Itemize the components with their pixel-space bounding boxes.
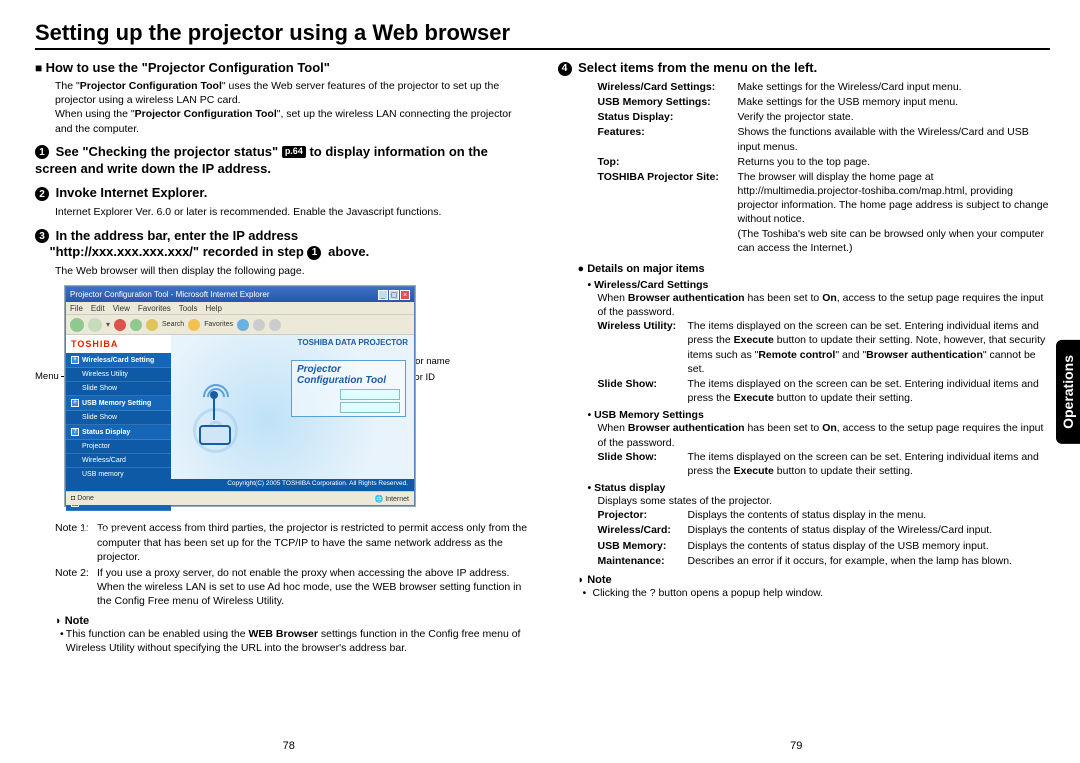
wcs-text: When Browser authentication has been set…: [598, 291, 1051, 319]
fig-sidebar-item: Slide Show: [66, 511, 171, 525]
menu-item: Tools: [179, 304, 198, 313]
fig-sidebar-item: Wireless Utility: [66, 525, 171, 539]
proj-info-box: Projector Configuration Tool: [291, 360, 406, 417]
step-3-text: The Web browser will then display the fo…: [55, 264, 528, 278]
fig-sidebar-item: Slide Show: [66, 411, 171, 425]
page-title: Setting up the projector using a Web bro…: [35, 20, 1050, 50]
fig-sidebar-item: Wireless/Card: [66, 454, 171, 468]
definition-row: USB Memory Settings:Make settings for th…: [598, 95, 1051, 109]
fig-sidebar-item: Slide Show: [66, 382, 171, 396]
howto-heading: How to use the "Projector Configuration …: [35, 60, 528, 75]
sd-heading: Status display: [588, 482, 1051, 494]
howto-text: The "Projector Configuration Tool" uses …: [55, 79, 528, 136]
page-num-left: 78: [35, 740, 543, 752]
step-2-badge: 2: [35, 187, 49, 201]
page-footer: 78 79: [35, 740, 1050, 752]
menu-item: Favorites: [138, 304, 171, 313]
definition-row: Wireless Utility:The items displayed on …: [598, 319, 1051, 376]
left-column: How to use the "Projector Configuration …: [35, 60, 528, 740]
details-heading: Details on major items: [578, 263, 1051, 275]
step-2-text: Internet Explorer Ver. 6.0 or later is r…: [55, 205, 528, 219]
menu-item: Edit: [91, 304, 105, 313]
browser-titlebar: Projector Configuration Tool - Microsoft…: [66, 287, 414, 302]
browser-statusbar: ◘ Done 🌐 Internet: [66, 491, 414, 505]
note-bullet: • This function can be enabled using the…: [60, 627, 528, 655]
note-heading-right: Note: [578, 574, 1051, 586]
usb-text: When Browser authentication has been set…: [598, 421, 1051, 449]
note-bullet-right: • Clicking the ? button opens a popup he…: [583, 586, 1051, 600]
note-heading: Note: [55, 615, 528, 627]
window-buttons: _▢×: [377, 290, 410, 300]
usb-heading: USB Memory Settings: [588, 409, 1051, 421]
note-2: Note 2: If you use a proxy server, do no…: [55, 566, 528, 609]
fig-sidebar-item: Projector: [66, 440, 171, 454]
fig-sidebar: TOSHIBA +Wireless/Card SettingWireless U…: [66, 335, 171, 490]
fig-main: TOSHIBA DATA PROJECTOR Projector Configu…: [171, 335, 414, 490]
fig-sidebar-item: Wireless Utility: [66, 368, 171, 382]
definition-row: Wireless/Card Settings:Make settings for…: [598, 80, 1051, 94]
wcs-heading: Wireless/Card Settings: [588, 279, 1051, 291]
definition-row: Status Display:Verify the projector stat…: [598, 110, 1051, 124]
definition-row: Slide Show:The items displayed on the sc…: [598, 450, 1051, 478]
toshiba-logo: TOSHIBA: [66, 335, 171, 353]
step-4-heading: 4 Select items from the menu on the left…: [558, 60, 1051, 77]
fig-sidebar-item: ?Status Display: [66, 425, 171, 440]
right-column: 4 Select items from the menu on the left…: [558, 60, 1051, 740]
menu-item: View: [113, 304, 130, 313]
step-1-badge: 1: [35, 145, 49, 159]
definition-row: Features:Shows the functions available w…: [598, 125, 1051, 153]
menu-item: File: [70, 304, 83, 313]
definition-row: Maintenance:Describes an error if it occ…: [598, 554, 1051, 568]
browser-window: Projector Configuration Tool - Microsoft…: [65, 286, 415, 506]
definition-row: Top:Returns you to the top page.: [598, 155, 1051, 169]
sd-text: Displays some states of the projector.: [598, 494, 1051, 508]
page-num-right: 79: [543, 740, 1051, 752]
page-ref-badge: p.64: [282, 146, 306, 158]
definition-row: TOSHIBA Projector Site:The browser will …: [598, 170, 1051, 255]
definition-row: USB Memory:Displays the contents of stat…: [598, 539, 1051, 553]
step-ref-1-badge: 1: [307, 246, 321, 260]
page-columns: How to use the "Projector Configuration …: [35, 60, 1050, 740]
fig-sidebar-item: +USB Memory Setting: [66, 396, 171, 411]
step-4-badge: 4: [558, 62, 572, 76]
definition-row: Wireless/Card:Displays the contents of s…: [598, 523, 1051, 537]
side-tab: Operations: [1056, 340, 1080, 444]
browser-menu: File Edit View Favorites Tools Help: [66, 302, 414, 315]
step-2-heading: 2 Invoke Internet Explorer.: [35, 185, 528, 202]
definition-row: Projector:Displays the contents of statu…: [598, 508, 1051, 522]
wifi-illustration: ?: [191, 390, 241, 445]
browser-toolbar: ▾ Search Favorites: [66, 315, 414, 335]
menu-item: Help: [205, 304, 221, 313]
definition-row: Slide Show:The items displayed on the sc…: [598, 377, 1051, 405]
step-1-heading: 1 See "Checking the projector status" p.…: [35, 144, 528, 178]
screenshot-figure: Menu Projector name Projector ID Project…: [65, 286, 445, 511]
step-3-badge: 3: [35, 229, 49, 243]
step-3-heading: 3 In the address bar, enter the IP addre…: [35, 228, 528, 262]
fig-sidebar-item: +Wireless/Card Setting: [66, 353, 171, 368]
